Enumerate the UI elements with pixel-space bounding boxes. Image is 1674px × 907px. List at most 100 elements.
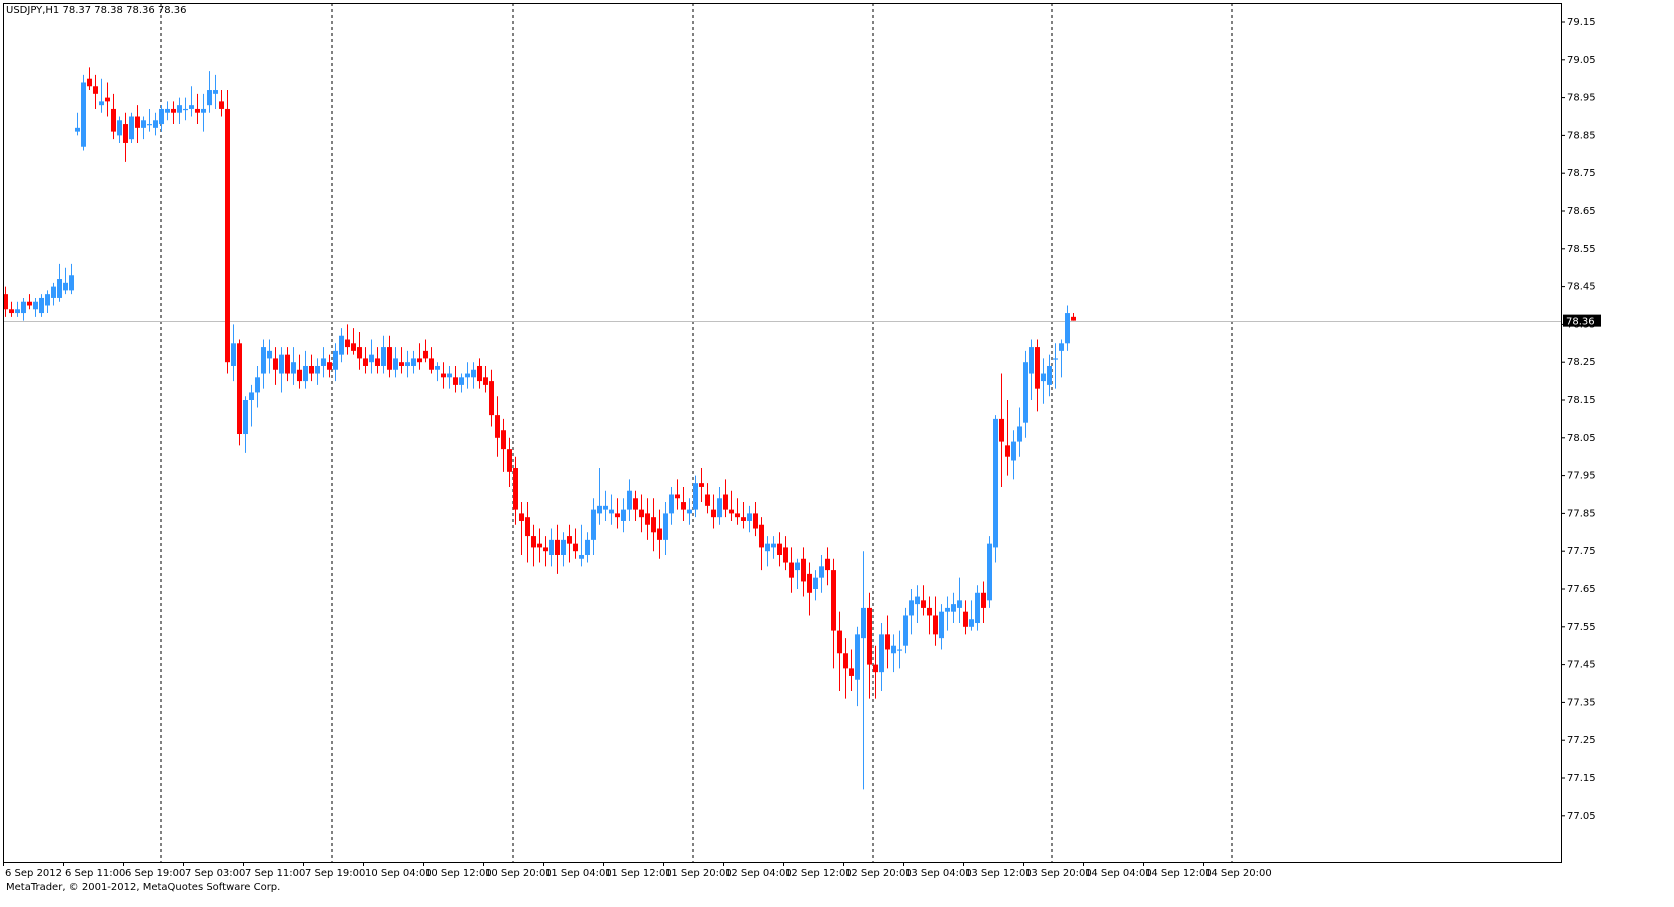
candle [873,645,878,699]
candle-body [1059,343,1064,351]
candle-body [399,362,404,366]
candle [207,71,212,113]
candle-body [555,539,560,555]
price-tick-label: 77.85 [1567,508,1596,519]
time-tick-label: 6 Sep 19:00 [125,868,185,879]
price-axis[interactable]: 79.15 79.05 78.95 78.85 78.75 78.65 78.55 78.45… [1561,17,1601,822]
candle-body [963,611,968,627]
time-tick-label: 12 Sep 20:00 [845,868,912,879]
candle-body [381,347,386,366]
candle [309,354,314,382]
candle [381,335,386,374]
price-tick-label: 77.65 [1567,584,1596,595]
candle [723,479,728,518]
time-tick-label: 14 Sep 20:00 [1205,868,1272,879]
candle [327,354,332,378]
candle [795,558,800,589]
candle [867,592,872,699]
candle-body [609,509,614,514]
candle [843,638,848,699]
candle-body [933,615,938,635]
price-tick-label: 79.15 [1567,17,1596,28]
candle [543,536,548,567]
time-tick-label: 14 Sep 12:00 [1145,868,1212,879]
candle-body [303,365,308,382]
candle-body [93,86,98,94]
candle [321,347,326,378]
candle-body [795,562,800,571]
candle-body [873,664,878,673]
time-tick-label: 10 Sep 20:00 [485,868,552,879]
candle-body [81,82,86,147]
candle [441,362,446,389]
candle-body [429,358,434,370]
candle [609,494,614,525]
price-tick-label: 77.55 [1567,622,1596,633]
candle-body [9,309,14,314]
candle-body [1065,313,1070,344]
candle-body [417,358,422,363]
candle [927,596,932,635]
candle-body [213,90,218,94]
time-tick-label: 13 Sep 04:00 [905,868,972,879]
price-tick-label: 78.25 [1567,357,1596,368]
candle [303,350,308,389]
candle-body [603,505,608,510]
candle-body [435,365,440,370]
candle-body [957,600,962,608]
candle-body [909,600,914,616]
grid-layer [160,3,1233,862]
candle-body [201,108,206,113]
candle-body [585,539,590,555]
candle-body [633,498,638,510]
candle [333,343,338,382]
candle-body [789,562,794,578]
candle-body [189,105,194,109]
candle-body [285,354,290,374]
candle [87,67,92,91]
candle-body [51,286,56,298]
candle [339,328,344,363]
candle-body [411,358,416,366]
candle-body [507,449,512,472]
candle-body [351,343,356,351]
candle-body [705,494,710,506]
candle-body [951,604,956,612]
plot-border [3,3,1562,863]
candle [159,105,164,132]
candle [183,97,188,121]
candle [729,490,734,521]
candle [81,74,86,151]
candle [951,592,956,624]
price-tick-label: 77.35 [1567,697,1596,708]
candle-body [597,505,602,514]
candle-body [825,558,830,571]
candle-body [261,347,266,374]
candle-body [171,108,176,113]
candle-body [231,343,236,366]
candle-body [867,607,872,665]
time-axis[interactable]: 6 Sep 2012 6 Sep 11:00 6 Sep 19:00 7 Sep 03… [3,862,1272,879]
candle-body [999,418,1004,442]
candle [351,328,356,355]
candle-body [735,513,740,518]
candle-body [75,127,80,132]
candle [63,267,68,295]
candle-body [423,350,428,359]
candle [387,335,392,378]
candles-layer [3,67,1076,790]
candle [201,93,206,132]
candle [177,97,182,125]
candle [3,286,8,317]
candle [945,596,950,631]
candle [807,562,812,616]
candle [123,112,128,162]
candle-body [891,645,896,654]
candle [15,301,20,317]
candle-body [567,536,572,544]
candle [291,347,296,385]
candle-body [621,509,626,521]
candle-body [183,108,188,111]
